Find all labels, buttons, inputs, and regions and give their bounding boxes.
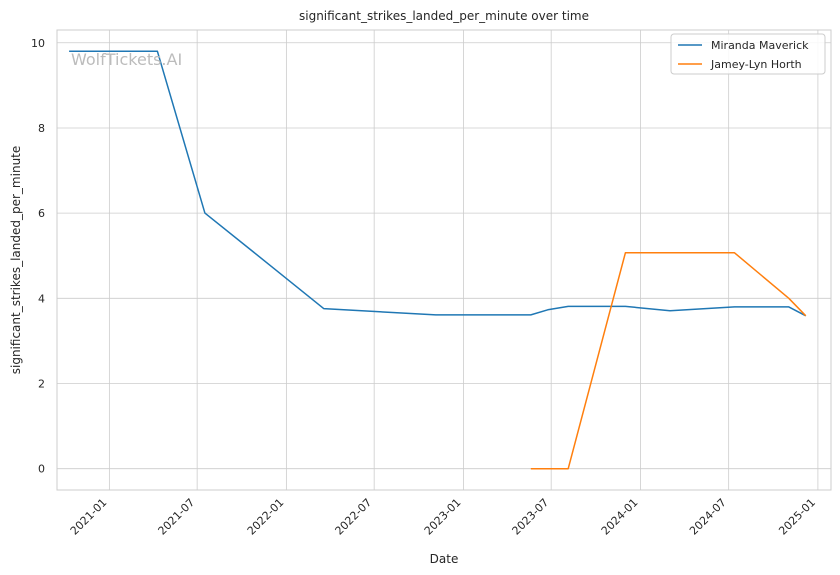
plot-frame <box>56 29 832 491</box>
chart-title: significant_strikes_landed_per_minute ov… <box>299 9 589 23</box>
y-tick-label: 10 <box>31 37 45 50</box>
y-tick-label: 2 <box>38 378 45 391</box>
series-line-jamey-lyn-horth <box>530 252 807 470</box>
y-tick-label: 0 <box>38 463 45 476</box>
y-axis-title: significant_strikes_landed_per_minute <box>9 146 23 375</box>
legend-label-miranda-maverick: Miranda Maverick <box>711 39 809 52</box>
y-axis-ticks: 0 2 4 6 8 10 <box>31 37 45 476</box>
y-tick-label: 6 <box>38 207 45 220</box>
legend: Miranda Maverick Jamey-Lyn Horth <box>670 33 826 75</box>
legend-label-jamey-lyn-horth: Jamey-Lyn Horth <box>710 58 802 71</box>
series-line-miranda-maverick <box>69 50 807 317</box>
y-tick-label: 4 <box>38 292 45 305</box>
watermark: WolfTickets.AI <box>71 50 182 69</box>
y-tick-label: 8 <box>38 122 45 135</box>
grid-lines <box>57 30 831 490</box>
x-axis-title: Date <box>430 552 459 566</box>
legend-box <box>670 33 826 75</box>
series-lines <box>69 50 807 470</box>
